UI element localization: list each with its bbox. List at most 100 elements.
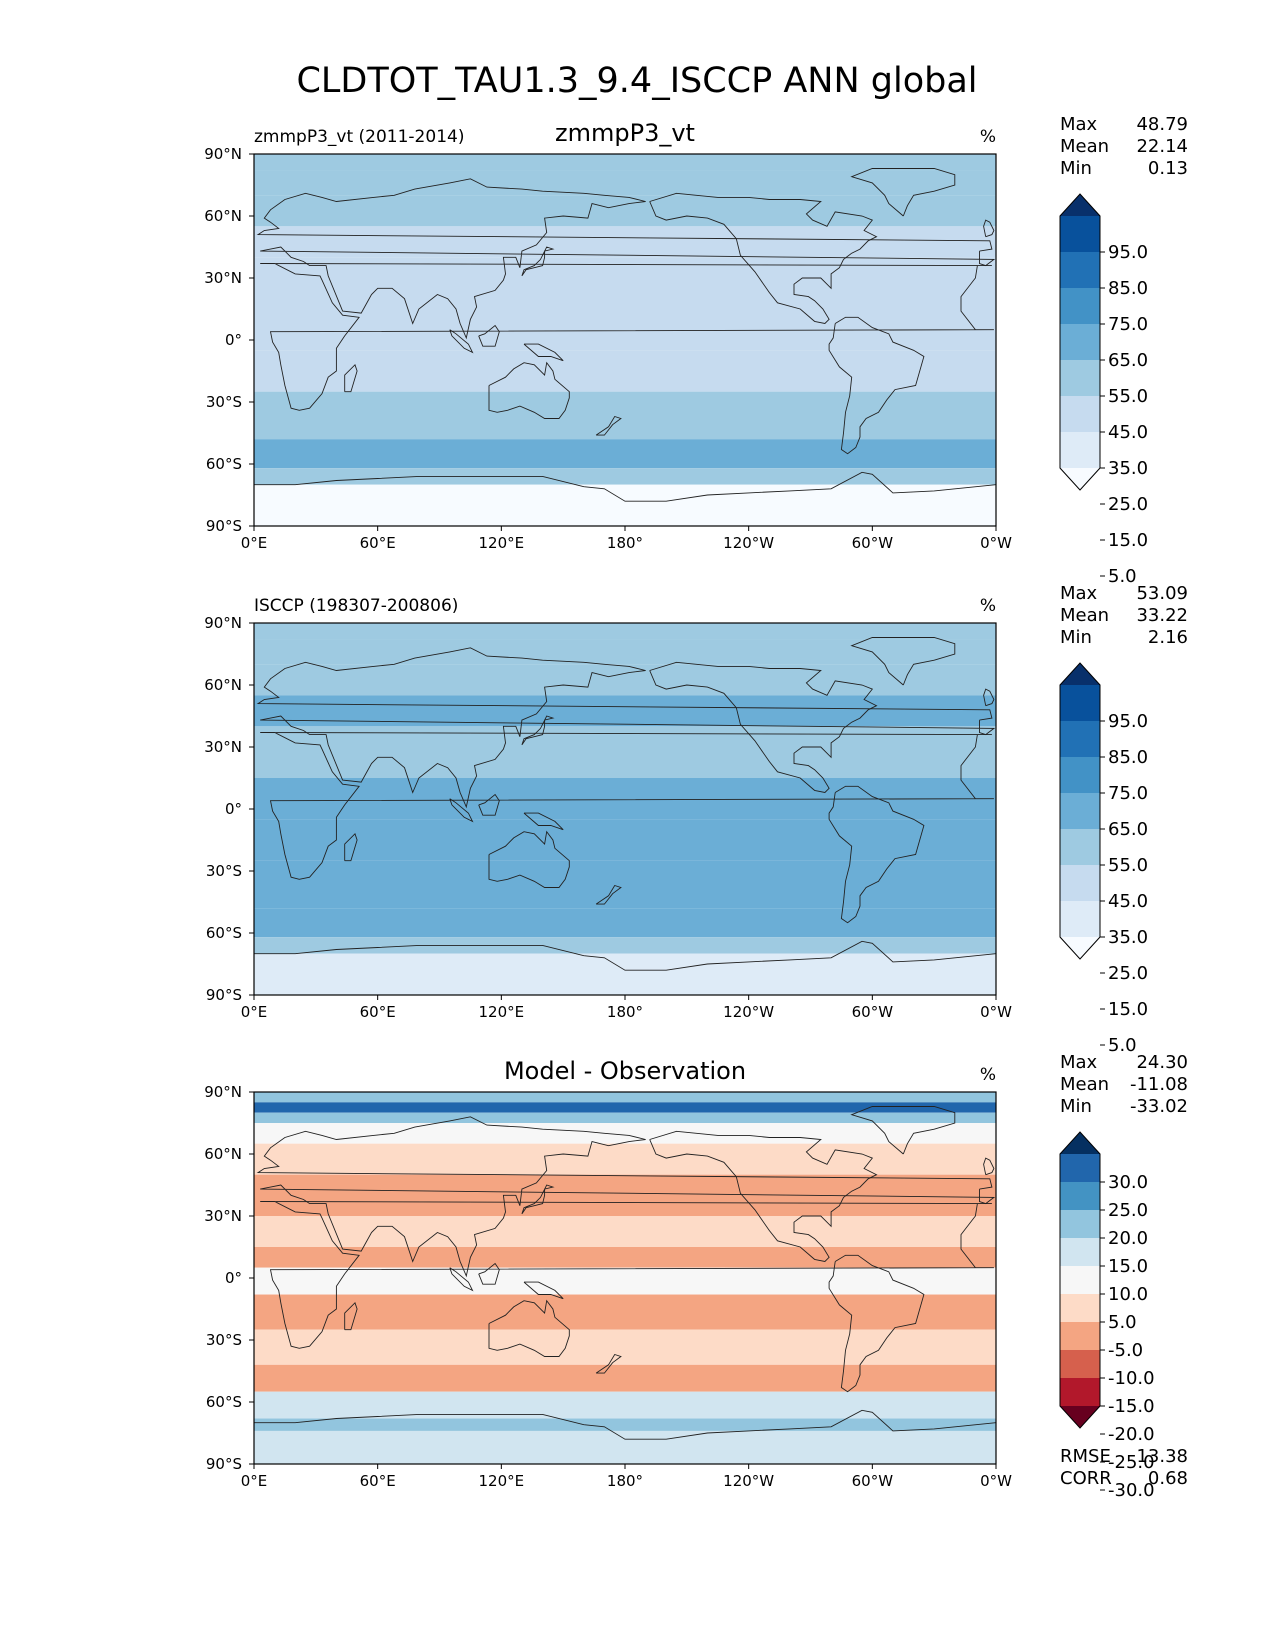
x-tick-label: 120°W bbox=[723, 534, 774, 552]
coastline-8 bbox=[478, 1262, 500, 1285]
coastline-9 bbox=[523, 812, 564, 831]
x-tick-label: 0°W bbox=[980, 1472, 1012, 1490]
coastline-12 bbox=[521, 1184, 555, 1215]
colorbar-label: -25.0 bbox=[1108, 1452, 1155, 1473]
zonal-band-8 bbox=[254, 1267, 996, 1295]
y-tick-label: 90°S bbox=[206, 986, 242, 1004]
zonal-band-6 bbox=[254, 819, 996, 861]
x-tick-label: 60°E bbox=[360, 1472, 396, 1490]
x-tick-label: 0°E bbox=[241, 1003, 268, 1021]
x-tick-label: 60°E bbox=[360, 1003, 396, 1021]
y-tick-label: 90°N bbox=[204, 614, 242, 632]
colorbar-extend-max bbox=[1060, 1132, 1100, 1154]
stat-value: 0.68 bbox=[1148, 1468, 1188, 1489]
colorbar-segment bbox=[1060, 1210, 1100, 1239]
y-tick-label: 30°N bbox=[204, 738, 242, 756]
coastline-1 bbox=[256, 1116, 996, 1278]
colorbar-segment bbox=[1060, 324, 1100, 361]
zonal-band-2 bbox=[254, 1112, 996, 1123]
zonal-band-10 bbox=[254, 953, 996, 995]
colorbar-label: 15.0 bbox=[1108, 999, 1148, 1020]
colorbar-label: 25.0 bbox=[1108, 494, 1148, 515]
map-panel-difference: 0°E 60°E 120°E 180° 120°W 60°W 0°W 90°N 60°N 30°N… bbox=[204, 1052, 1188, 1501]
colorbar-segment bbox=[1060, 360, 1100, 397]
colorbar-extend-min bbox=[1060, 468, 1100, 490]
y-tick-label: 90°N bbox=[204, 1083, 242, 1101]
colorbar-label: 55.0 bbox=[1108, 386, 1148, 407]
stat-label: Min bbox=[1060, 1096, 1092, 1117]
y-tick-label: 60°S bbox=[206, 455, 242, 473]
panel-left-label: zmmpP3_vt (2011-2014) bbox=[254, 127, 464, 147]
coastline-2 bbox=[488, 361, 570, 419]
coastline-9 bbox=[523, 1281, 564, 1300]
coastline-7 bbox=[449, 1267, 474, 1292]
colorbar-extend-min bbox=[1060, 937, 1100, 959]
colorbar-label: 75.0 bbox=[1108, 314, 1148, 335]
stat-label: RMSE bbox=[1060, 1446, 1111, 1467]
zonal-band-13 bbox=[254, 1418, 996, 1431]
y-tick-label: 0° bbox=[225, 1269, 242, 1287]
y-tick-label: 60°N bbox=[204, 1145, 242, 1163]
zonal-band-11 bbox=[254, 1364, 996, 1392]
coastline-7 bbox=[449, 798, 474, 823]
colorbar-label: 85.0 bbox=[1108, 747, 1148, 768]
stat-label: Max bbox=[1060, 583, 1098, 604]
colorbar-segment bbox=[1060, 1154, 1100, 1183]
colorbar-label: 15.0 bbox=[1108, 530, 1148, 551]
zonal-band-6 bbox=[254, 1216, 996, 1247]
colorbar-label: 30.0 bbox=[1108, 1172, 1148, 1193]
coastline-4 bbox=[828, 785, 925, 924]
x-tick-label: 180° bbox=[607, 1003, 643, 1021]
coastline-6 bbox=[254, 1409, 996, 1440]
colorbar-label: -15.0 bbox=[1108, 1396, 1155, 1417]
coastline-6 bbox=[254, 471, 996, 502]
coastline-9 bbox=[523, 343, 564, 362]
colorbar-label: 45.0 bbox=[1108, 891, 1148, 912]
colorbar-extend-max bbox=[1060, 194, 1100, 216]
zonal-band-8 bbox=[254, 439, 996, 469]
colorbar-segment bbox=[1060, 396, 1100, 433]
panel-title: Model - Observation bbox=[504, 1057, 746, 1085]
zonal-band-8 bbox=[254, 908, 996, 938]
y-tick-label: 90°S bbox=[206, 517, 242, 535]
colorbar-segment bbox=[1060, 757, 1100, 794]
colorbar-label: 65.0 bbox=[1108, 350, 1148, 371]
x-tick-label: 180° bbox=[607, 1472, 643, 1490]
y-tick-label: 30°S bbox=[206, 1331, 242, 1349]
y-tick-label: 60°S bbox=[206, 924, 242, 942]
y-tick-label: 30°S bbox=[206, 393, 242, 411]
coastline-12 bbox=[521, 715, 555, 746]
coastline-8 bbox=[478, 793, 500, 816]
coastline-11 bbox=[983, 1157, 995, 1176]
coastline-13 bbox=[595, 415, 622, 436]
colorbar-label: 20.0 bbox=[1108, 1228, 1148, 1249]
zonal-band-9 bbox=[254, 937, 996, 954]
colorbar-segment bbox=[1060, 1378, 1100, 1407]
colorbar-segment bbox=[1060, 1294, 1100, 1323]
zonal-band-4 bbox=[254, 257, 996, 309]
colorbar-label: 25.0 bbox=[1108, 963, 1148, 984]
map-panel-observation: 0°E 60°E 120°E 180° 120°W 60°W 0°W 90°N 60°N 30°N… bbox=[204, 583, 1188, 1056]
zonal-band-10 bbox=[254, 484, 996, 526]
x-tick-label: 60°W bbox=[852, 1003, 894, 1021]
zonal-band-4 bbox=[254, 1143, 996, 1175]
coastline-10 bbox=[344, 832, 358, 862]
y-tick-label: 60°N bbox=[204, 207, 242, 225]
coastline-11 bbox=[983, 219, 995, 238]
zonal-band-7 bbox=[254, 860, 996, 909]
zonal-band-9 bbox=[254, 468, 996, 485]
zonal-band-2 bbox=[254, 664, 996, 696]
y-tick-label: 90°S bbox=[206, 1455, 242, 1473]
zonal-band-14 bbox=[254, 1430, 996, 1464]
colorbar-segment bbox=[1060, 216, 1100, 253]
x-tick-label: 0°E bbox=[241, 1472, 268, 1490]
stat-label: Max bbox=[1060, 114, 1098, 135]
stat-label: Mean bbox=[1060, 136, 1109, 157]
y-tick-label: 60°N bbox=[204, 676, 242, 694]
coastline-7 bbox=[449, 329, 474, 354]
x-tick-label: 60°W bbox=[852, 534, 894, 552]
colorbar-segment bbox=[1060, 793, 1100, 830]
colorbar-segment bbox=[1060, 252, 1100, 289]
zonal-band-0 bbox=[254, 1092, 996, 1103]
